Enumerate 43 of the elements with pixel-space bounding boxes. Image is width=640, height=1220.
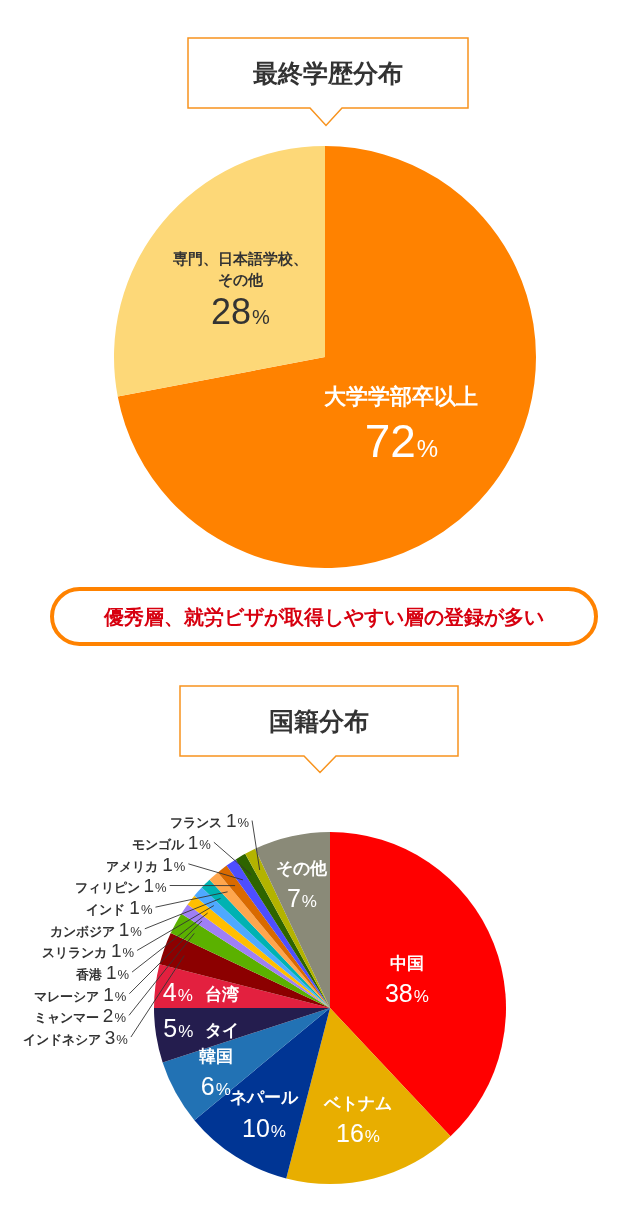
slice-label: カンボジア [49,923,115,939]
data-label: 3% [104,1026,129,1048]
data-label: 1% [118,918,143,940]
slice-label: ベトナム [323,1093,393,1113]
slice-label: 台湾 [204,984,239,1004]
slice-label: その他 [276,859,329,879]
slice-label: スリランカ [41,945,107,961]
slice-label: ネパール [229,1088,299,1108]
data-label: 16% [336,1118,380,1147]
data-label: 5% [163,1014,194,1043]
data-label: 1% [103,983,127,1005]
text: 優秀層、就労ビザが取得しやすい層の登録が多い [104,604,544,630]
data-label: 28% [211,291,271,333]
data-label: 1% [129,896,153,918]
data-label: 72% [364,415,439,468]
slice-label: 専門、日本語学校、その他 [171,250,308,288]
slice-label: タイ [205,1021,240,1041]
data-label: 7% [286,884,317,913]
slice-label: フランス [169,815,222,831]
slice-label: マレーシア [34,988,100,1004]
slice-label: モンゴル [131,837,185,853]
slice-label: インド [86,901,126,917]
data-label: 1% [225,810,250,832]
data-label: 1% [187,832,212,854]
data-label: 10% [242,1113,286,1142]
slice-label: 大学学部卒以上 [324,384,479,410]
slice-label: 香港 [74,966,103,982]
data-label: 1% [110,940,135,962]
slice-label: インドネシア [22,1031,101,1047]
data-label: 38% [384,979,429,1008]
slice-label: フィリピン [74,880,140,896]
data-label: 1% [143,875,168,897]
data-label: 6% [200,1072,231,1101]
slice-label: ミャンマー [33,1010,99,1026]
data-label: 4% [162,977,193,1006]
chart-title: 最終学歴分布 [253,58,403,88]
slice-label: 中国 [389,953,424,973]
chart-title: 国籍分布 [269,706,369,736]
data-label: 1% [162,853,186,875]
slice-label: 韓国 [198,1047,233,1067]
data-label: 1% [105,961,130,983]
data-label: 2% [102,1005,127,1027]
slice-label: アメリカ [106,858,159,874]
